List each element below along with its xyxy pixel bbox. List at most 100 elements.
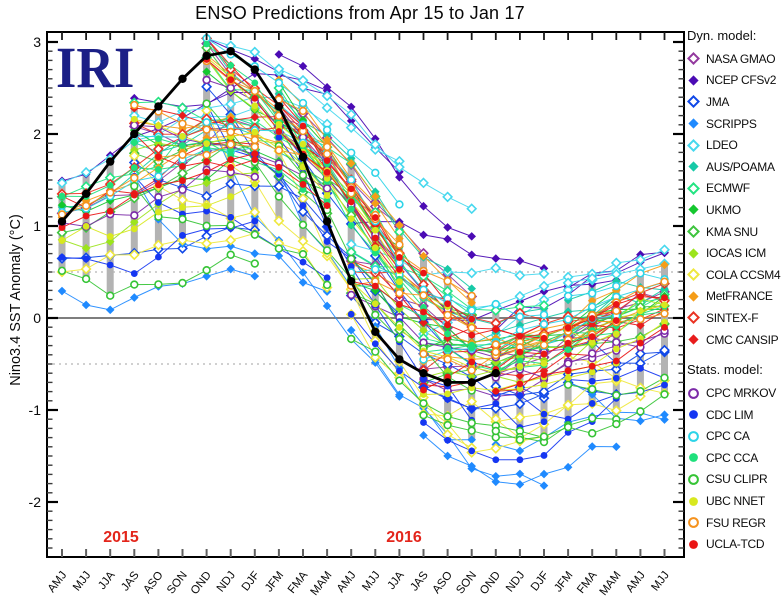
y-tick-label: -1 bbox=[29, 402, 42, 418]
legend-item: UCLA-TCD bbox=[687, 533, 782, 555]
legend-item: CDC LIM bbox=[687, 404, 782, 426]
diamond-marker-icon bbox=[688, 334, 699, 345]
y-tick-label: 2 bbox=[33, 126, 41, 142]
legend-group-stats: CPC MRKOV CDC LIM CPC CA CPC CCA CSU CLIPR UB… bbox=[687, 382, 782, 555]
x-tick-label: MAM bbox=[308, 569, 334, 598]
x-tick-label: NDJ bbox=[215, 569, 238, 594]
circle-marker-icon bbox=[688, 430, 699, 442]
x-tick-label: JAS bbox=[408, 569, 431, 593]
observed-line bbox=[57, 47, 500, 387]
range-bar bbox=[106, 158, 114, 296]
y-tick-label: 1 bbox=[33, 218, 41, 234]
legend-item: SCRIPPS bbox=[687, 113, 782, 135]
legend-item: KMA SNU bbox=[687, 221, 782, 243]
legend-item-label: JMA bbox=[706, 94, 730, 109]
x-tick-label: DJF bbox=[529, 569, 551, 593]
legend-item-label: CDC LIM bbox=[706, 407, 754, 422]
circle-marker-icon bbox=[689, 410, 698, 420]
legend-item-label: SINTEX-F bbox=[706, 310, 759, 325]
legend-header-dyn-model: Dyn. model: bbox=[687, 28, 757, 43]
legend-item-label: CPC MRKOV bbox=[706, 386, 776, 401]
x-tick-label: AMJ bbox=[335, 569, 359, 595]
x-tick-label: SON bbox=[165, 569, 190, 596]
legend-item-label: KMA SNU bbox=[706, 224, 758, 239]
legend-item: COLA CCSM4 bbox=[687, 264, 782, 286]
legend-item-label: LDEO bbox=[706, 138, 738, 153]
y-tick-label: 0 bbox=[33, 310, 41, 326]
circle-marker-icon bbox=[688, 517, 699, 529]
legend-item-label: UKMO bbox=[706, 202, 741, 217]
diamond-marker-icon bbox=[687, 311, 700, 325]
year-label-2016: 2016 bbox=[386, 529, 422, 546]
x-tick-label: ASO bbox=[431, 569, 455, 596]
legend-item: CPC CCA bbox=[687, 447, 782, 469]
legend-item-label: SCRIPPS bbox=[706, 116, 757, 131]
legend-item: MetFRANCE bbox=[687, 286, 782, 308]
diamond-marker-icon bbox=[688, 204, 699, 216]
diamond-marker-icon bbox=[687, 95, 700, 109]
legend-item: NASA GMAO bbox=[687, 48, 782, 70]
forecast-line bbox=[495, 309, 665, 392]
x-tick-label: MJJ bbox=[360, 569, 382, 593]
x-tick-label: FMA bbox=[575, 569, 600, 596]
legend-item: CSU CLIPR bbox=[687, 469, 782, 491]
legend-item-label: UCLA-TCD bbox=[706, 537, 765, 552]
legend-item-label: FSU REGR bbox=[706, 515, 766, 530]
legend-item: NCEP CFSv2 bbox=[687, 70, 782, 92]
x-tick-label: AMJ bbox=[46, 569, 70, 595]
legend-item-label: CSU CLIPR bbox=[706, 472, 768, 487]
x-tick-label: MJJ bbox=[71, 569, 93, 593]
legend-item-label: NASA GMAO bbox=[706, 51, 776, 66]
year-label-2015: 2015 bbox=[103, 529, 139, 546]
y-tick-label: 3 bbox=[33, 34, 41, 50]
x-tick-label: JJA bbox=[386, 569, 407, 592]
legend-item: IOCAS ICM bbox=[687, 242, 782, 264]
legend-item-label: NCEP CFSv2 bbox=[706, 73, 777, 88]
legend-item-label: COLA CCSM4 bbox=[706, 267, 781, 282]
diamond-marker-icon bbox=[687, 52, 700, 66]
legend-item: UKMO bbox=[687, 199, 782, 221]
legend-header-stats-model: Stats. model: bbox=[687, 362, 763, 378]
x-tick-label: JAS bbox=[119, 569, 142, 593]
diamond-marker-icon bbox=[687, 225, 700, 239]
chart-title: ENSO Predictions from Apr 15 to Jan 17 bbox=[195, 3, 525, 23]
legend-item: CPC CA bbox=[687, 426, 782, 448]
x-tick-label: OND bbox=[189, 569, 214, 597]
x-tick-label: MAM bbox=[598, 569, 624, 598]
legend-item-label: AUS/POAMA bbox=[706, 159, 775, 174]
legend-item: UBC NNET bbox=[687, 490, 782, 512]
x-tick-label: FMA bbox=[286, 569, 311, 596]
legend-item-label: MetFRANCE bbox=[706, 289, 773, 304]
legend: Dyn. model: NASA GMAO NCEP CFSv2 JMA SCRIPP… bbox=[687, 28, 782, 555]
circle-marker-icon bbox=[689, 453, 698, 463]
circle-marker-icon bbox=[689, 496, 698, 506]
x-tick-label: JFM bbox=[552, 569, 575, 594]
x-tick-label: JJA bbox=[96, 569, 117, 592]
legend-item-label: CPC CCA bbox=[706, 450, 758, 465]
legend-item-label: UBC NNET bbox=[706, 494, 765, 509]
legend-item: AUS/POAMA bbox=[687, 156, 782, 178]
model-forecast-markers bbox=[56, 32, 670, 490]
legend-item: ECMWF bbox=[687, 178, 782, 200]
x-tick-label: JFM bbox=[263, 569, 286, 594]
diamond-marker-icon bbox=[687, 268, 700, 282]
legend-item-label: CMC CANSIP bbox=[706, 332, 779, 347]
circle-marker-icon bbox=[688, 387, 699, 399]
x-tick-label: SON bbox=[454, 569, 479, 596]
y-tick-label: -2 bbox=[29, 494, 42, 510]
x-tick-label: MJJ bbox=[649, 569, 671, 593]
diamond-marker-icon bbox=[688, 248, 699, 259]
iri-logo: IRI bbox=[56, 35, 135, 100]
diamond-marker-icon bbox=[688, 291, 699, 302]
legend-item: FSU REGR bbox=[687, 512, 782, 534]
diamond-marker-icon bbox=[687, 138, 700, 152]
diamond-marker-icon bbox=[687, 181, 700, 195]
legend-group-dyn: NASA GMAO NCEP CFSv2 JMA SCRIPPS LDEO AUS/POA… bbox=[687, 48, 782, 350]
x-tick-label: NDJ bbox=[504, 569, 527, 594]
legend-item-label: ECMWF bbox=[706, 181, 750, 196]
y-axis-label: Nino3.4 SST Anomaly (°C) bbox=[8, 214, 24, 386]
legend-item-label: CPC CA bbox=[706, 429, 750, 444]
